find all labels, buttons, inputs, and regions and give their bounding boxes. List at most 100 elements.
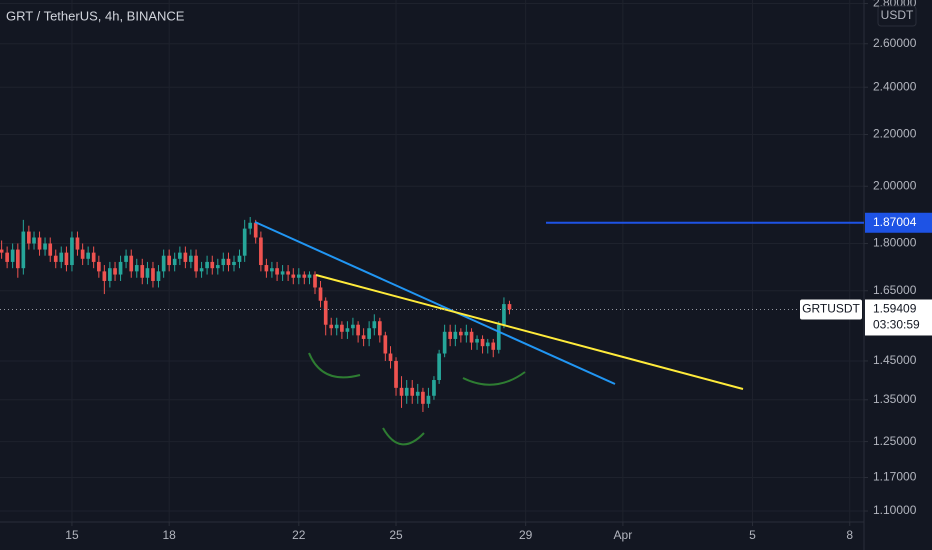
candle-body: [53, 255, 58, 262]
candle-body: [394, 360, 398, 388]
candle-body: [372, 321, 377, 329]
countdown-label: 03:30:59: [873, 318, 920, 332]
candle-body: [351, 324, 355, 329]
candle-body: [296, 274, 301, 278]
candle-body: [410, 387, 415, 396]
candle-body: [86, 252, 90, 259]
x-tick-label: 18: [162, 528, 176, 542]
candle-body: [118, 261, 123, 275]
candle-body: [232, 261, 236, 266]
currency-box[interactable]: [877, 5, 917, 27]
y-tick-label: 1.35000: [873, 392, 917, 406]
candle-body: [221, 258, 226, 266]
candle-body: [199, 268, 204, 272]
candle-body: [491, 342, 496, 350]
candle-body: [91, 252, 96, 262]
y-tick-label: 1.25000: [873, 434, 917, 448]
alert-price-label: 1.87004: [873, 215, 917, 229]
candle-body: [183, 252, 188, 262]
candle-body: [37, 237, 42, 250]
head-arc[interactable]: [382, 427, 425, 446]
candle-body: [242, 228, 247, 256]
candle-body: [0, 249, 4, 253]
candle-body: [215, 265, 220, 269]
x-tick-label: 5: [749, 528, 756, 542]
candle-body: [5, 252, 9, 262]
candle-body: [172, 258, 177, 266]
candle-body: [210, 261, 215, 269]
candle-body: [113, 268, 117, 275]
candle-body: [329, 324, 334, 329]
candle-body: [307, 274, 312, 278]
y-tick-label: 1.10000: [873, 503, 917, 517]
candle-body: [32, 237, 36, 244]
candle-body: [248, 222, 253, 229]
left-shoulder-arc[interactable]: [308, 352, 361, 379]
candle-body: [464, 331, 469, 336]
candle-body: [502, 304, 506, 325]
candle-body: [475, 338, 479, 343]
candle-body: [80, 249, 85, 259]
candle-body: [64, 252, 69, 266]
symbol-label: GRTUSDT: [802, 302, 860, 316]
x-tick-label: 29: [519, 528, 533, 542]
candle-body: [21, 231, 26, 269]
candle-body: [226, 258, 231, 266]
candle-body: [415, 391, 420, 396]
candle-body: [102, 271, 107, 281]
x-tick-label: 25: [389, 528, 403, 542]
y-tick-label: 2.00000: [873, 178, 917, 192]
candle-body: [205, 261, 209, 269]
candle-body: [421, 391, 425, 404]
candle-body: [345, 328, 350, 332]
candle-body: [253, 222, 258, 238]
candle-body: [15, 249, 20, 269]
candle-body: [108, 268, 112, 281]
candle-body: [453, 331, 458, 339]
candle-body: [264, 265, 269, 272]
right-shoulder-arc[interactable]: [462, 371, 526, 386]
candle-body: [334, 324, 339, 329]
candle-body: [140, 265, 145, 278]
neckline[interactable]: [315, 274, 744, 390]
candle-body: [432, 380, 436, 396]
candle-body: [388, 353, 393, 361]
last-price-box: [865, 299, 932, 336]
candle-body: [237, 255, 242, 262]
candle-body: [459, 331, 463, 336]
y-tick-label: 1.65000: [873, 283, 917, 297]
candle-body: [178, 252, 182, 259]
candle-body: [134, 265, 139, 272]
alert-price-box: [865, 212, 932, 233]
candle-body: [156, 271, 161, 281]
candle-body: [275, 268, 279, 275]
x-tick-label: Apr: [614, 528, 633, 542]
x-tick-label: 22: [292, 528, 306, 542]
x-tick-label: 15: [65, 528, 79, 542]
candle-body: [356, 324, 360, 336]
candle-body: [448, 331, 452, 339]
trend-line[interactable]: [254, 221, 616, 385]
candle-body: [27, 231, 31, 244]
symbol-box: [800, 299, 862, 320]
candle-body: [280, 271, 285, 275]
candle-body: [480, 338, 485, 347]
y-tick-label: 1.45000: [873, 353, 917, 367]
candle-body: [145, 268, 150, 278]
y-tick-label: 2.40000: [873, 79, 917, 93]
candle-body: [437, 353, 441, 381]
y-tick-label: 2.60000: [873, 36, 917, 50]
y-tick-label: 2.80000: [873, 0, 917, 10]
candle-body: [377, 321, 382, 336]
candle-body: [507, 304, 512, 310]
x-tick-label: 8: [846, 528, 853, 542]
chart-title: GRT / TetherUS, 4h, BINANCE: [6, 8, 185, 23]
y-tick-label: 2.20000: [873, 127, 917, 141]
candle-body: [485, 342, 490, 347]
candle-body: [194, 255, 198, 272]
candle-body: [70, 237, 74, 266]
candle-body: [129, 255, 134, 272]
